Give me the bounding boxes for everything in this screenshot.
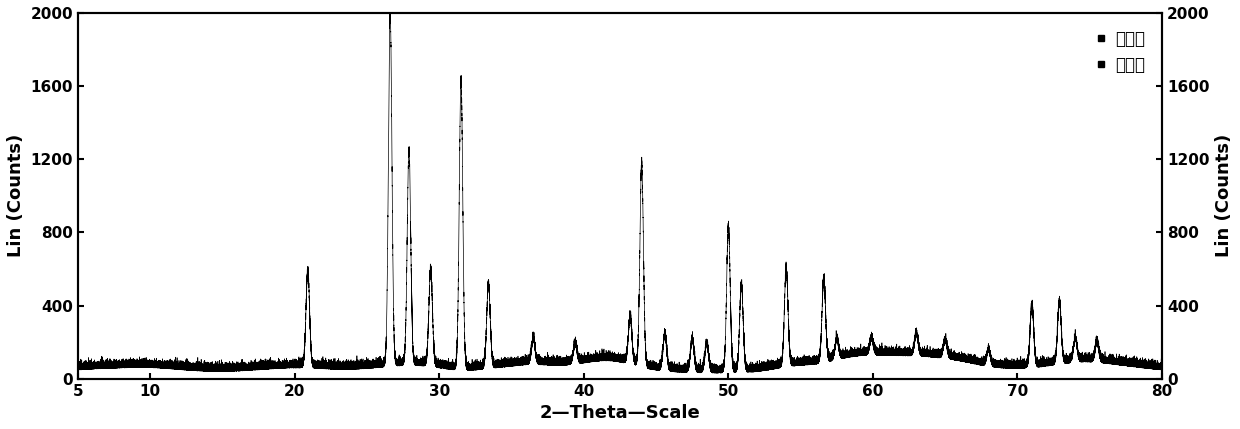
X-axis label: 2—Theta—Scale: 2—Theta—Scale	[539, 404, 701, 422]
Y-axis label: Lin (Counts): Lin (Counts)	[1215, 134, 1233, 257]
Y-axis label: Lin (Counts): Lin (Counts)	[7, 134, 25, 257]
Legend: 球霨石, 方解石: 球霨石, 方解石	[1087, 21, 1153, 82]
